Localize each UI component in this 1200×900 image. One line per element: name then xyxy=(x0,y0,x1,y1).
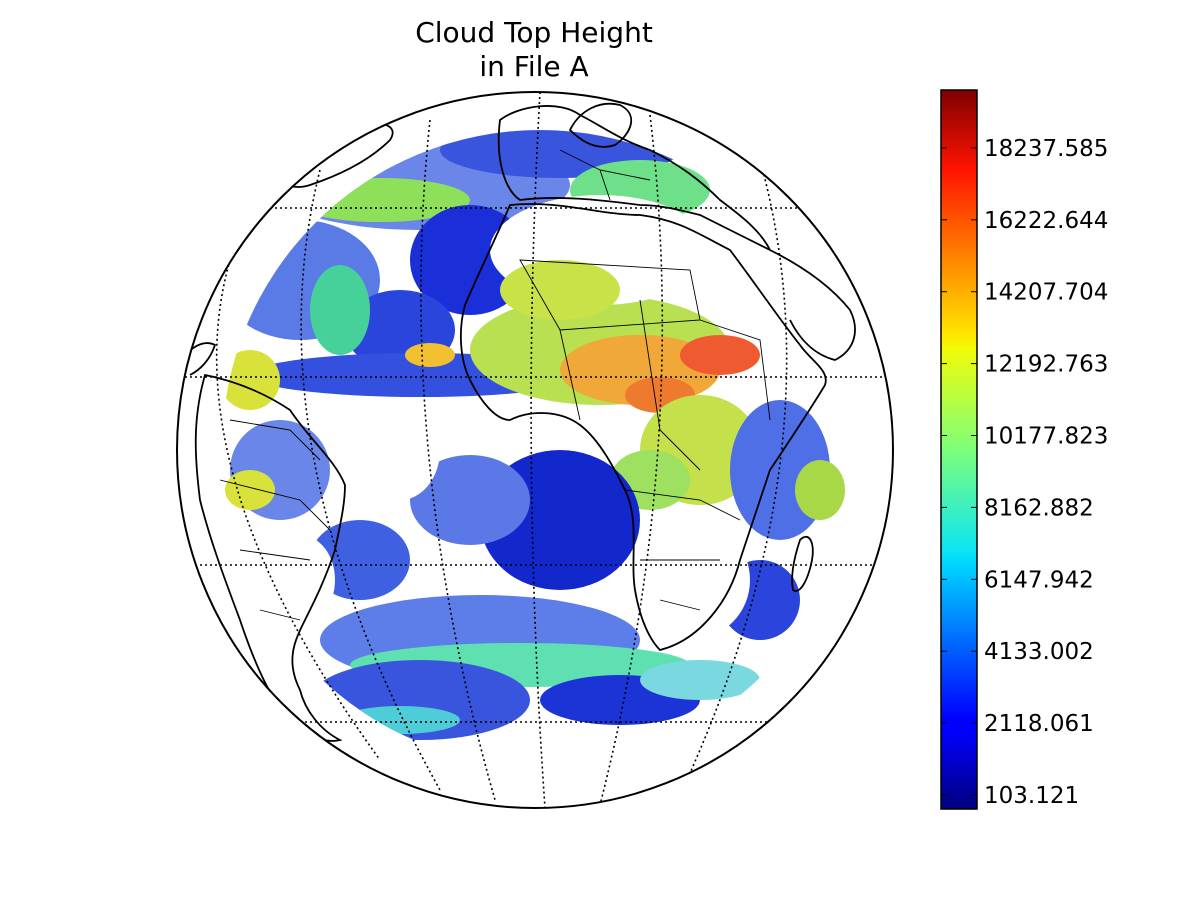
africa-coast xyxy=(460,203,827,651)
colorbar-tick-label: 6147.942 xyxy=(984,567,1094,593)
figure-title: Cloud Top Height in File A xyxy=(334,16,734,84)
country-borders xyxy=(219,149,771,621)
colorbar-tick-label: 10177.823 xyxy=(984,424,1108,450)
colorbar-tick-label: 4133.002 xyxy=(984,639,1094,665)
title-line-2: in File A xyxy=(479,50,589,83)
caribbean-coast xyxy=(184,342,217,376)
madagascar-coast xyxy=(791,535,814,592)
colorbar-tick-label: 8162.882 xyxy=(984,495,1094,521)
colorbar-tick-label: 103.121 xyxy=(984,783,1079,809)
globe-disk xyxy=(177,92,893,808)
arabia-coast xyxy=(769,249,856,361)
colorbar-gradient xyxy=(940,89,978,810)
colorbar-ticks: 103.121 2118.061 4133.002 6147.942 8162.882 1… xyxy=(941,136,1108,809)
south-america-coast xyxy=(194,373,346,742)
colorbar-tick-label: 18237.585 xyxy=(984,136,1108,162)
colorbar-tick-label: 12192.763 xyxy=(984,352,1108,378)
colorbar-tick-label: 14207.704 xyxy=(984,280,1108,306)
graticule xyxy=(177,92,893,808)
scandinavia-coast xyxy=(568,102,633,148)
colorbar-tick-label: 2118.061 xyxy=(984,711,1094,737)
title-line-1: Cloud Top Height xyxy=(415,16,653,49)
globe-outline xyxy=(176,91,894,809)
colorbar-tick-label: 16222.644 xyxy=(984,208,1108,234)
